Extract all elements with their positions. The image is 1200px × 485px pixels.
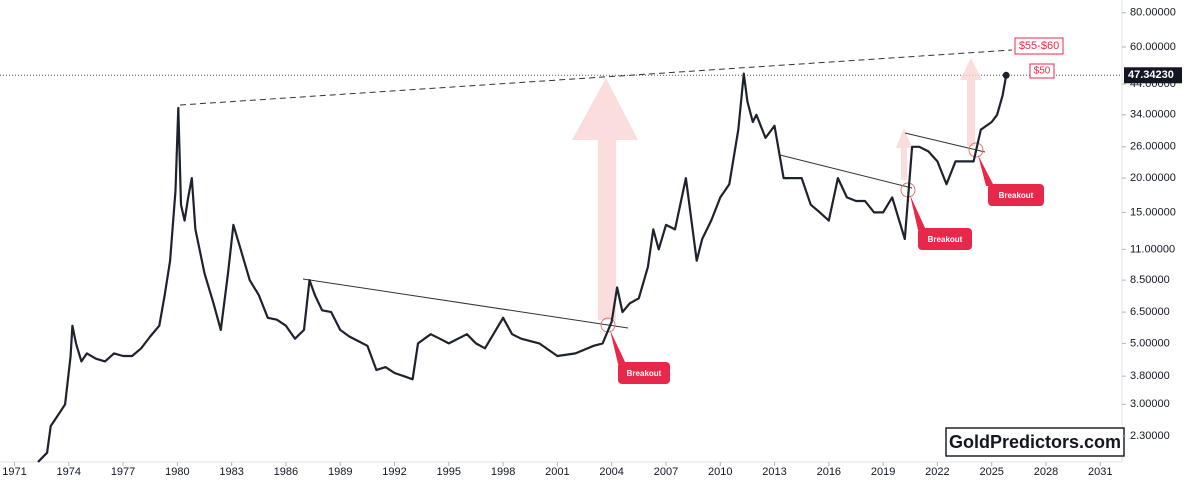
x-tick-label: 2031 (1088, 466, 1112, 478)
last-point (1002, 71, 1010, 79)
x-tick-label: 1992 (382, 466, 406, 478)
breakout-circle (968, 142, 984, 158)
x-tick-label: 2013 (762, 466, 786, 478)
y-tick-label: 2.30000 (1130, 430, 1170, 442)
x-tick-label: 1974 (57, 466, 81, 478)
y-tick-label: 5.00000 (1130, 337, 1170, 349)
x-tick-label: 2004 (599, 466, 623, 478)
x-tick-label: 2001 (545, 466, 569, 478)
y-tick-label: 11.00000 (1130, 243, 1175, 255)
x-tick-label: 1977 (111, 466, 135, 478)
x-tick-label: 2022 (925, 466, 949, 478)
callout (618, 362, 670, 384)
y-tick-label: 15.00000 (1130, 206, 1176, 218)
trend-line (779, 154, 913, 189)
y-tick-label: 80.00000 (1130, 7, 1176, 19)
arrow (960, 58, 982, 146)
x-tick-label: 1983 (219, 466, 243, 478)
callout (918, 228, 972, 250)
x-tick-label: 2028 (1034, 466, 1058, 478)
y-tick-label: 8.50000 (1130, 274, 1170, 286)
x-tick-label: 2016 (817, 466, 841, 478)
x-tick-label: 1998 (491, 466, 515, 478)
x-tick-label: 2007 (654, 466, 678, 478)
current-price-label: 47.34230 (1128, 69, 1174, 81)
current-price-box (1124, 67, 1182, 84)
target-box (1014, 37, 1064, 55)
callout (988, 184, 1044, 206)
callout-text: Breakout (999, 191, 1034, 200)
y-tick-label: 6.50000 (1130, 306, 1170, 318)
watermark-box (945, 427, 1125, 457)
arrow (896, 128, 912, 180)
x-tick-label: 2010 (708, 466, 732, 478)
y-tick-label: 3.00000 (1130, 398, 1170, 410)
y-tick-label: 26.00000 (1130, 141, 1176, 153)
resistance-line (179, 49, 1013, 106)
callout-text: Breakout (928, 235, 963, 244)
x-tick-label: 1980 (165, 466, 189, 478)
level-label: $50 (1034, 66, 1051, 77)
drawings: Breakout Breakout Breakout $55-$60 $50 G… (179, 37, 1125, 457)
x-tick-label: 1995 (437, 466, 461, 478)
y-tick-label: 60.00000 (1130, 41, 1176, 53)
callout-pointer (978, 155, 994, 186)
x-tick-label: 1986 (274, 466, 298, 478)
callout-pointer (910, 195, 926, 230)
price-line (37, 72, 1008, 463)
level-box (1029, 63, 1055, 79)
watermark: GoldPredictors.com (949, 432, 1121, 452)
target-label: $55-$60 (1019, 40, 1059, 52)
y-tick-label: 3.80000 (1130, 370, 1170, 382)
trend-line (904, 132, 986, 153)
y-tick-label: 20.00000 (1130, 172, 1176, 184)
y-tick-label: 34.00000 (1130, 109, 1176, 121)
x-tick-label: 1971 (2, 466, 26, 478)
x-tick-label: 2019 (871, 466, 895, 478)
trend-line (302, 278, 629, 329)
callout-text: Breakout (627, 369, 662, 378)
callout-pointer (610, 330, 626, 364)
x-tick-label: 2025 (979, 466, 1003, 478)
x-tick-label: 1989 (328, 466, 352, 478)
arrow (572, 78, 638, 320)
